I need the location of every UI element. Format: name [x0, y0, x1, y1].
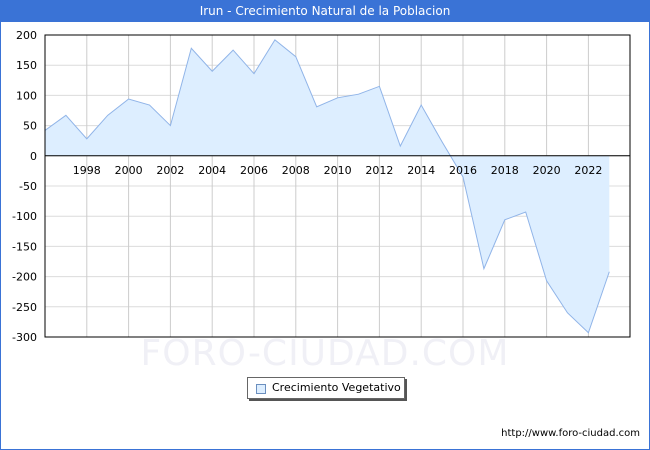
data-line: [44, 39, 610, 334]
x-tick-label: 2002: [156, 164, 184, 177]
y-tick-label: 0: [30, 150, 37, 163]
plot-border: [44, 34, 631, 338]
y-tick-label: -250: [12, 301, 37, 314]
x-tick-label: 2022: [574, 164, 602, 177]
legend-label: Crecimiento Vegetativo: [272, 381, 401, 394]
x-tick-label: 2008: [282, 164, 310, 177]
y-tick-label: -200: [12, 271, 37, 284]
y-tick-label: 100: [16, 89, 37, 102]
y-tick-label: 150: [16, 59, 37, 72]
x-tick-label: 2018: [491, 164, 519, 177]
area-fill: [45, 39, 610, 333]
legend-swatch-icon: [256, 384, 266, 394]
y-tick-label: 200: [16, 29, 37, 42]
watermark: FORO-CIUDAD.COM: [140, 333, 510, 374]
x-tick-label: 2010: [324, 164, 352, 177]
y-tick-label: -150: [12, 240, 37, 253]
legend: Crecimiento Vegetativo: [247, 377, 405, 399]
x-tick-label: 2016: [449, 164, 477, 177]
x-tick-label: 2012: [365, 164, 393, 177]
x-tick-label: 2000: [115, 164, 143, 177]
x-tick-label: 1998: [73, 164, 101, 177]
x-tick-label: 2014: [407, 164, 435, 177]
chart-title: Irun - Crecimiento Natural de la Poblaci…: [0, 0, 650, 22]
x-tick-label: 2020: [533, 164, 561, 177]
y-tick-label: -100: [12, 210, 37, 223]
y-tick-label: 50: [23, 120, 37, 133]
x-tick-label: 2006: [240, 164, 268, 177]
y-tick-label: -50: [19, 180, 37, 193]
y-tick-label: -300: [12, 331, 37, 344]
x-tick-label: 2004: [198, 164, 226, 177]
source-url: http://www.foro-ciudad.com: [501, 428, 640, 439]
